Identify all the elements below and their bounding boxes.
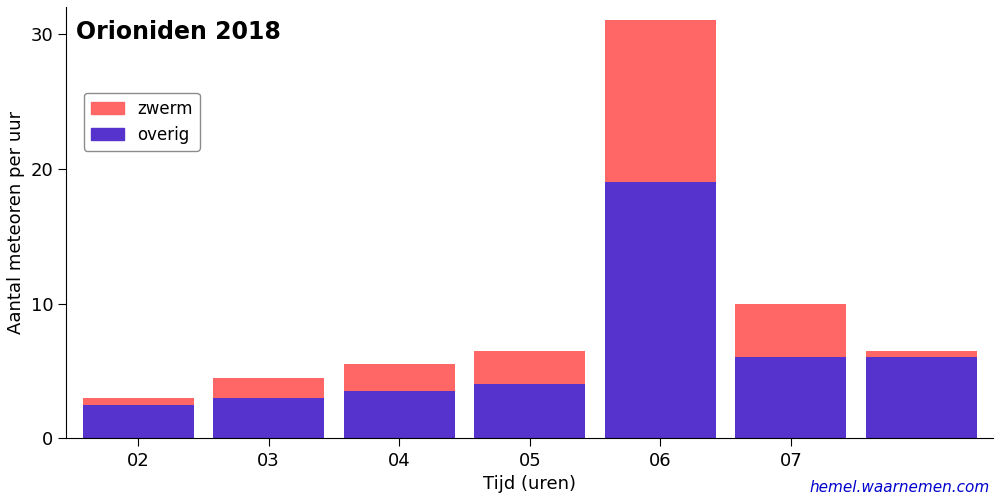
Legend: zwerm, overig: zwerm, overig xyxy=(84,93,200,150)
Bar xyxy=(605,20,716,182)
Text: hemel.waarnemen.com: hemel.waarnemen.com xyxy=(810,480,990,495)
Bar xyxy=(474,384,585,438)
X-axis label: Tijd (uren): Tijd (uren) xyxy=(483,475,576,493)
Bar xyxy=(605,182,716,438)
Text: Orioniden 2018: Orioniden 2018 xyxy=(76,20,281,44)
Bar xyxy=(83,398,194,404)
Bar xyxy=(344,391,455,438)
Bar xyxy=(866,358,977,438)
Bar xyxy=(344,364,455,391)
Bar xyxy=(213,398,324,438)
Bar xyxy=(83,404,194,438)
Bar xyxy=(735,304,846,358)
Bar xyxy=(474,350,585,384)
Bar xyxy=(735,358,846,438)
Bar xyxy=(866,350,977,358)
Bar xyxy=(213,378,324,398)
Y-axis label: Aantal meteoren per uur: Aantal meteoren per uur xyxy=(7,111,25,334)
